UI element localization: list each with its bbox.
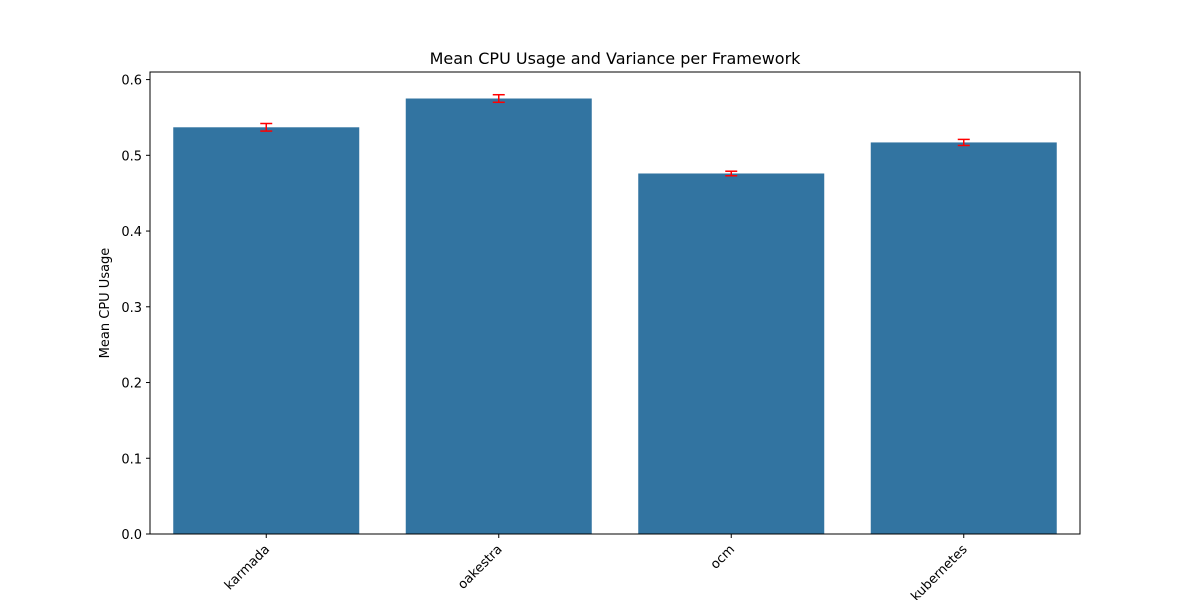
chart-title: Mean CPU Usage and Variance per Framewor… (430, 49, 802, 68)
y-axis: 0.0 0.1 0.2 0.3 0.4 0.5 0.6 (121, 74, 150, 543)
error-bars-group (260, 93, 970, 177)
y-axis-label: Mean CPU Usage (98, 248, 113, 359)
x-tick-label-kubernetes: kubernetes (908, 542, 970, 600)
x-tick-label-oakestra: oakestra (455, 542, 505, 592)
y-tick-label-3: 0.3 (121, 301, 142, 316)
axes-frame (149, 71, 1081, 535)
y-tick-label-1: 0.1 (121, 452, 142, 467)
x-tick-label-karmada: karmada (222, 542, 273, 593)
x-axis: karmada oakestra ocm kubernetes (222, 534, 971, 600)
y-tick-label-4: 0.4 (121, 225, 142, 240)
bars-group (173, 98, 1057, 535)
y-tick-label-6: 0.6 (121, 74, 142, 89)
y-tick-label-5: 0.5 (121, 149, 142, 164)
y-tick-label-2: 0.2 (121, 377, 142, 392)
bar-kubernetes (870, 142, 1057, 534)
x-tick-label-ocm: ocm (708, 542, 738, 572)
bar-karmada (173, 127, 360, 535)
y-tick-label-0: 0.0 (121, 528, 142, 543)
bar-ocm (638, 173, 825, 534)
bar-oakestra (405, 98, 592, 535)
